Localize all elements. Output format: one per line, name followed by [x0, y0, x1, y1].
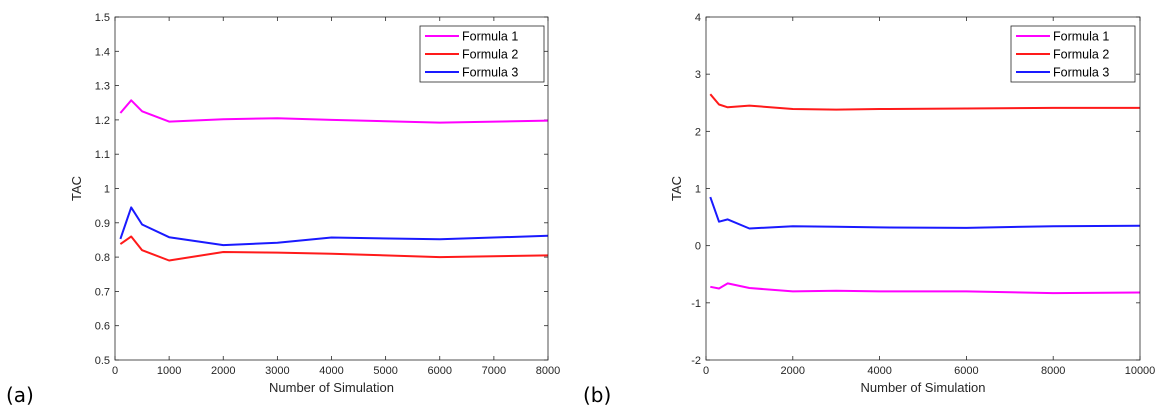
legend-b: Formula 1 Formula 2 Formula 3: [1010, 25, 1136, 83]
x-tick-label: 6000: [954, 365, 978, 377]
axes-box-a: [114, 16, 549, 361]
series-line-formula-3: [119, 206, 549, 247]
y-tick-label: -2: [691, 355, 701, 367]
x-tick-label: 8000: [1041, 365, 1065, 377]
series-line-formula-1: [710, 282, 1141, 295]
x-tick-label: 7000: [482, 365, 506, 377]
y-tick-label: 0: [695, 241, 701, 253]
y-tick-label: 2: [695, 126, 701, 138]
legend-label-formula-1: Formula 1: [1053, 30, 1109, 44]
y-tick-label: 1.5: [95, 12, 110, 24]
x-axis-label-a: Number of Simulation: [269, 380, 394, 395]
legend-label-formula-3: Formula 3: [462, 66, 518, 80]
x-tick-label: 3000: [265, 365, 289, 377]
axes-box-b: [705, 16, 1141, 361]
y-tick-label: 1: [104, 184, 110, 196]
x-tick-label: 10000: [1125, 365, 1156, 377]
legend-a: Formula 1 Formula 2 Formula 3: [419, 25, 545, 83]
x-axis-label-b: Number of Simulation: [861, 380, 986, 395]
x-tick-label: 0: [112, 365, 118, 377]
axis-ticks-a: 0 1000 2000 3000 4000 5000 6000 7000 8000 0.5 0.6 0…: [95, 12, 561, 377]
legend-label-formula-3: Formula 3: [1053, 66, 1109, 80]
y-tick-label: -1: [691, 298, 701, 310]
legend-label-formula-1: Formula 1: [462, 30, 518, 44]
chart-panel-a: (a) 0 1000 2000 3000 4000 5000 6000 7000 8000 0.5…: [6, 12, 560, 407]
series-line-formula-3: [709, 196, 1141, 230]
x-tick-label: 8000: [536, 365, 560, 377]
y-tick-label: 3: [695, 69, 701, 81]
x-tick-label: 2000: [781, 365, 805, 377]
y-tick-label: 1.1: [95, 149, 110, 161]
y-tick-label: 1.2: [95, 115, 110, 127]
y-tick-label: 4: [695, 12, 701, 24]
series-lines-a: [119, 99, 549, 262]
x-tick-label: 1000: [157, 365, 181, 377]
series-lines-b: [709, 93, 1141, 295]
series-line-formula-2: [709, 93, 1140, 111]
y-tick-label: 0.9: [95, 218, 110, 230]
y-tick-label: 0.5: [95, 355, 110, 367]
series-line-formula-1: [119, 99, 549, 124]
x-tick-label: 6000: [428, 365, 452, 377]
series-line-formula-2: [119, 235, 549, 262]
panel-label-a: (a): [6, 383, 34, 407]
y-tick-label: 1.4: [95, 46, 110, 58]
x-tick-label: 5000: [373, 365, 397, 377]
panel-label-b: (b): [583, 383, 611, 407]
axis-ticks-b: 0 2000 4000 6000 8000 10000 -2 -1 0 1 2 3 4: [691, 12, 1155, 377]
y-tick-label: 0.7: [95, 286, 110, 298]
y-tick-label: 0.8: [95, 252, 110, 264]
x-tick-label: 2000: [211, 365, 235, 377]
x-tick-label: 4000: [867, 365, 891, 377]
y-axis-label-a: TAC: [69, 176, 84, 201]
legend-label-formula-2: Formula 2: [462, 48, 518, 62]
y-tick-label: 0.6: [95, 321, 110, 333]
legend-label-formula-2: Formula 2: [1053, 48, 1109, 62]
y-tick-label: 1: [695, 184, 701, 196]
y-tick-label: 1.3: [95, 81, 110, 93]
chart-panel-b: (b) 0 2000 4000 6000 8000 10000 -2 -1 0 1 2 3 4 Numb…: [583, 12, 1155, 407]
y-axis-label-b: TAC: [669, 176, 684, 201]
x-tick-label: 0: [703, 365, 709, 377]
x-tick-label: 4000: [319, 365, 343, 377]
